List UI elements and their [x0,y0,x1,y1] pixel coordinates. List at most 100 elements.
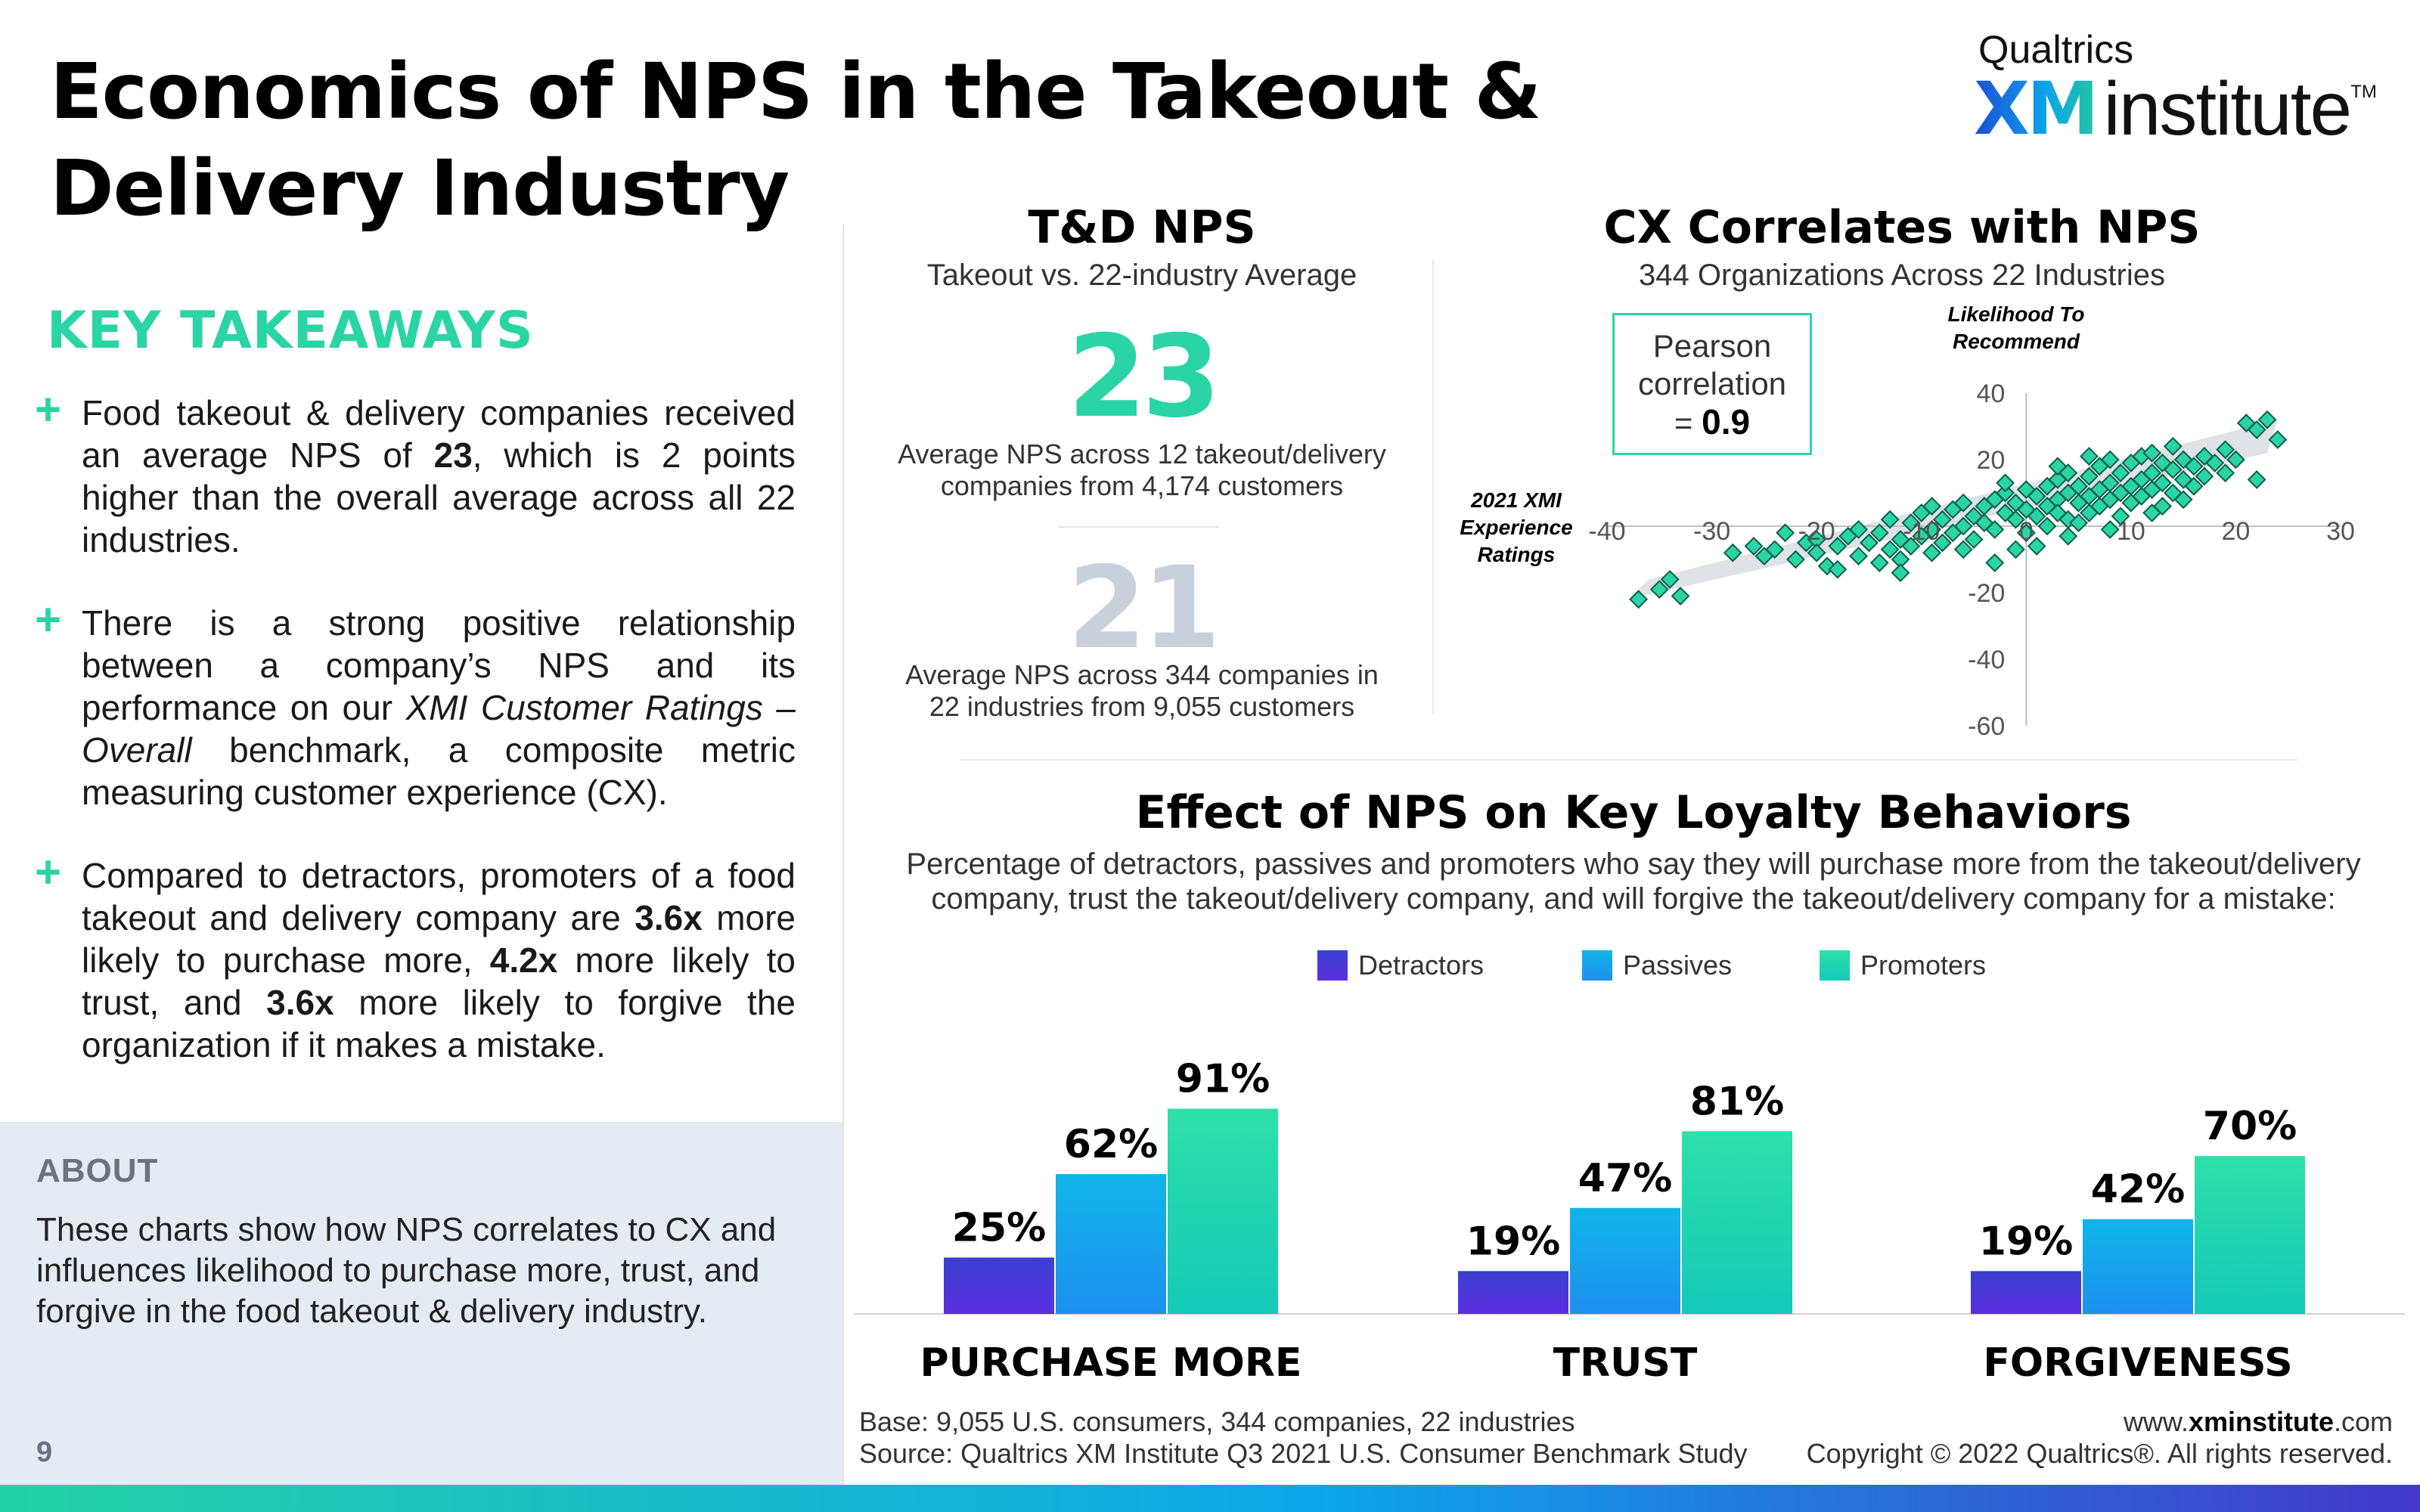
scatter-point [1744,536,1764,556]
legend-passives: Passives [1582,950,1732,981]
takeaway-bullet-1: + Food takeout & delivery companies rece… [35,387,796,561]
legend-promoters: Promoters [1820,950,1986,981]
takeaway-text-2: There is a strong positive relationship … [82,603,796,812]
scatter-point [2163,436,2183,456]
bar-value-label: 19% [1979,1219,2073,1264]
x-tick-label: 0 [2019,517,2034,546]
about-text: These charts show how NPS correlates to … [36,1211,777,1330]
scatter-point [2226,450,2245,469]
footer-source-text: Source: Qualtrics XM Institute Q3 2021 U… [859,1438,1748,1469]
bar-value-label: 91% [1176,1057,1270,1102]
scatter-point [1953,493,1973,513]
bar-value-label: 42% [2091,1167,2185,1213]
scatter-point [2247,420,2266,439]
scatter-point [1922,519,1941,539]
scatter-point [2153,473,2172,493]
footer-website-link[interactable]: www.xminstitute.com [2123,1406,2393,1437]
scatter-point [2163,460,2183,479]
scatter-point [1828,536,1848,556]
scatter-point [2027,507,2046,526]
bar-value-label: 47% [1578,1156,1672,1201]
bar-value-label: 25% [952,1205,1046,1250]
x-tick-label: -10 [1903,517,1940,546]
bar-passives [1056,1174,1166,1314]
scatter-point [1860,533,1879,553]
nps-panel-subtitle: Takeout vs. 22-industry Average [926,259,1357,292]
takeaway-bullet-2: + There is a strong positive relationshi… [35,597,796,813]
scatter-point [1671,586,1690,606]
bar-value-label: 70% [2203,1104,2297,1149]
scatter-point [1985,553,2005,572]
scatter-point [1776,523,1795,543]
takeout-nps-description: Average NPS across 12 takeout/delivery c… [898,438,1386,501]
scatter-point [2195,466,2214,486]
y-tick-label: 20 [1976,446,2005,475]
bar-detractors [1458,1271,1568,1314]
scatter-point [2216,463,2235,483]
scatter-point [1786,550,1805,569]
bar-promoters [2195,1156,2305,1314]
y-tick-label: 40 [1976,380,2005,408]
scatter-point [2069,513,2088,533]
scatter-point [1953,516,1973,536]
logo-xm-text: XM [1974,67,2099,151]
scatter-point [1629,590,1648,609]
page-number: 9 [36,1436,53,1468]
logo-qualtrics-text: Qualtrics [1978,28,2134,72]
y-tick-label: -20 [1968,579,2005,608]
bar-detractors [944,1257,1054,1314]
scatter-point [1922,543,1941,562]
logo-tm-mark: TM [2350,82,2377,102]
about-panel: ABOUT These charts show how NPS correlat… [0,1122,842,1485]
pearson-correlation-box: Pearson correlation = 0.9 [1612,313,1812,455]
plus-icon: + [35,384,62,435]
scatter-point [1880,510,1900,529]
scatter-point [1723,543,1742,562]
bar-value-label: 62% [1064,1122,1158,1167]
scatter-point [2111,507,2130,526]
x-tick-label: 30 [2326,517,2355,546]
legend-swatch-detractors [1317,950,1348,981]
bar-passives [2083,1219,2193,1314]
takeout-nps-value: 23 [1067,311,1221,443]
about-heading: ABOUT [36,1152,159,1189]
vertical-divider [842,224,844,1485]
correlation-panel-title: CX Correlates with NPS [1603,201,2201,254]
scatter-point [1849,547,1868,566]
takeaway-text-1: Food takeout & delivery companies receiv… [82,393,796,559]
scatter-point [1933,533,1952,553]
scatter-point [2142,503,2161,522]
scatter-point [2111,463,2130,483]
scatter-point [2205,453,2225,472]
scatter-point [1660,569,1680,589]
scatter-point [1807,543,1826,562]
legend-detractors: Detractors [1317,950,1484,981]
loyalty-panel-subtitle: Percentage of detractors, passives and p… [906,847,2361,916]
scatter-point [1828,559,1848,579]
scatter-point [1953,540,1973,559]
nps-divider [1059,526,1219,528]
scatter-point [2247,469,2266,489]
scatter-point [2216,440,2235,460]
bar-value-label: 81% [1690,1079,1784,1124]
footer-copyright: Copyright © 2022 Qualtrics®. All rights … [1806,1438,2393,1469]
legend-swatch-passives [1582,950,1612,981]
footer-source: Base: 9,055 U.S. consumers, 344 companie… [859,1406,1748,1470]
scatter-point [1901,513,1921,533]
scatter-point [1849,519,1868,539]
key-takeaways-heading: KEY TAKEAWAYS [47,301,534,361]
scatter-point [1922,497,1941,516]
footer-base-text: Base: 9,055 U.S. consumers, 344 companie… [859,1406,1575,1437]
x-tick-label: 10 [2117,517,2145,546]
x-tick-label: 20 [2222,517,2251,546]
scatter-point [2184,476,2204,496]
plus-icon: + [35,594,62,645]
industry-nps-description: Average NPS across 344 companies in 22 i… [905,659,1379,722]
scatter-point [2080,447,2099,466]
scatter-x-axis-title: 2021 XMI Experience Ratings [1460,488,1573,566]
bar-promoters [1682,1131,1792,1314]
scatter-point [2184,457,2204,476]
scatter-point [2195,447,2214,466]
scatter-point [2048,457,2068,476]
x-tick-label: -20 [1798,517,1835,546]
